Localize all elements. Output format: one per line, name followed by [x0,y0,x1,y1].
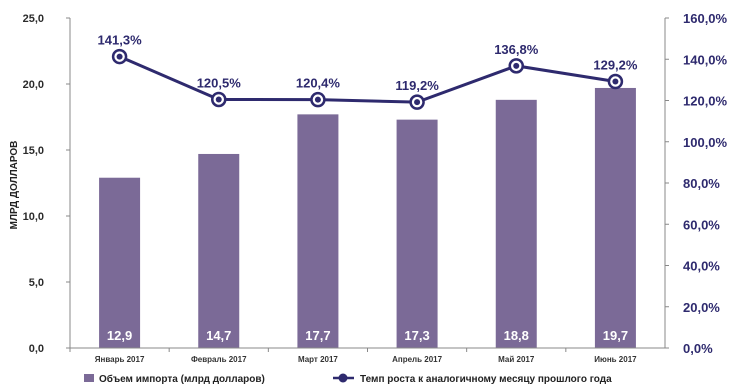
right-tick-label: 100,0% [683,135,728,150]
line-point-core [116,53,123,60]
bar-value-label: 17,7 [305,328,330,343]
right-tick-label: 20,0% [683,300,720,315]
right-axis: 0,0% 20,0% 40,0% 60,0% 80,0% 100,0% 120,0% 140,… [664,11,728,356]
line-value-label: 119,2% [395,78,439,93]
legend-label-bars: Объем импорта (млрд долларов) [99,373,265,385]
legend: Объем импорта (млрд долларов) Темп роста… [84,373,612,385]
line-point-core [612,78,619,85]
left-tick-label: 5,0 [29,277,44,289]
left-tick-label: 20,0 [23,79,44,91]
left-tick-label: 0,0 [29,343,44,355]
bar [495,99,537,348]
left-tick-label: 25,0 [23,13,44,25]
bar-value-label: 17,3 [404,328,429,343]
line-value-label: 120,4% [296,76,341,91]
bar [198,153,240,348]
bar [297,114,339,348]
category-label: Июнь 2017 [594,355,637,364]
legend-line-marker [338,373,348,383]
line-series: 141,3% 120,5% 120,4% 119,2% 136,8% 129,2% [98,33,638,110]
bar-series: 12,9 14,7 17,7 17,3 18,8 19,7 [99,87,636,349]
line-point-core [414,99,421,106]
legend-item-bars: Объем импорта (млрд долларов) [84,373,265,385]
line-point-core [513,62,520,69]
bar-value-label: 19,7 [603,328,628,343]
category-label: Май 2017 [498,355,535,364]
category-labels: Январь 2017 Февраль 2017 Март 2017 Апрель 2… [69,347,665,364]
bar [594,87,636,349]
right-tick-label: 0,0% [683,341,713,356]
bar-value-label: 14,7 [206,328,231,343]
legend-swatch-bars [84,374,94,382]
line-value-label: 136,8% [494,42,539,57]
line-path [118,55,616,104]
category-label: Февраль 2017 [191,355,247,364]
right-tick-label: 120,0% [683,94,728,109]
legend-label-line: Темп роста к аналогичному месяцу прошлог… [360,374,612,385]
line-value-label: 120,5% [197,75,242,90]
line-value-label: 129,2% [593,58,638,73]
line-value-label: 141,3% [98,33,143,48]
right-tick-label: 140,0% [683,52,728,67]
left-tick-label: 10,0 [23,211,44,223]
right-tick-label: 60,0% [683,217,720,232]
bar-value-label: 12,9 [107,328,132,343]
right-tick-label: 80,0% [683,176,720,191]
category-label: Апрель 2017 [392,355,443,364]
line-point-core [314,96,321,103]
right-tick-label: 160,0% [683,11,728,26]
line-point-core [215,96,222,103]
category-label: Март 2017 [298,355,338,364]
bar [99,177,141,348]
legend-item-line: Темп роста к аналогичному месяцу прошлог… [333,373,612,385]
right-tick-label: 40,0% [683,259,720,274]
bar-value-label: 18,8 [504,328,529,343]
left-tick-label: 15,0 [23,145,44,157]
bar [396,119,438,348]
category-label: Январь 2017 [95,355,145,364]
left-axis: 0,0 5,0 10,0 15,0 20,0 25,0 [23,13,71,355]
y-axis-label: МЛРД ДОЛЛАРОВ [9,141,20,230]
